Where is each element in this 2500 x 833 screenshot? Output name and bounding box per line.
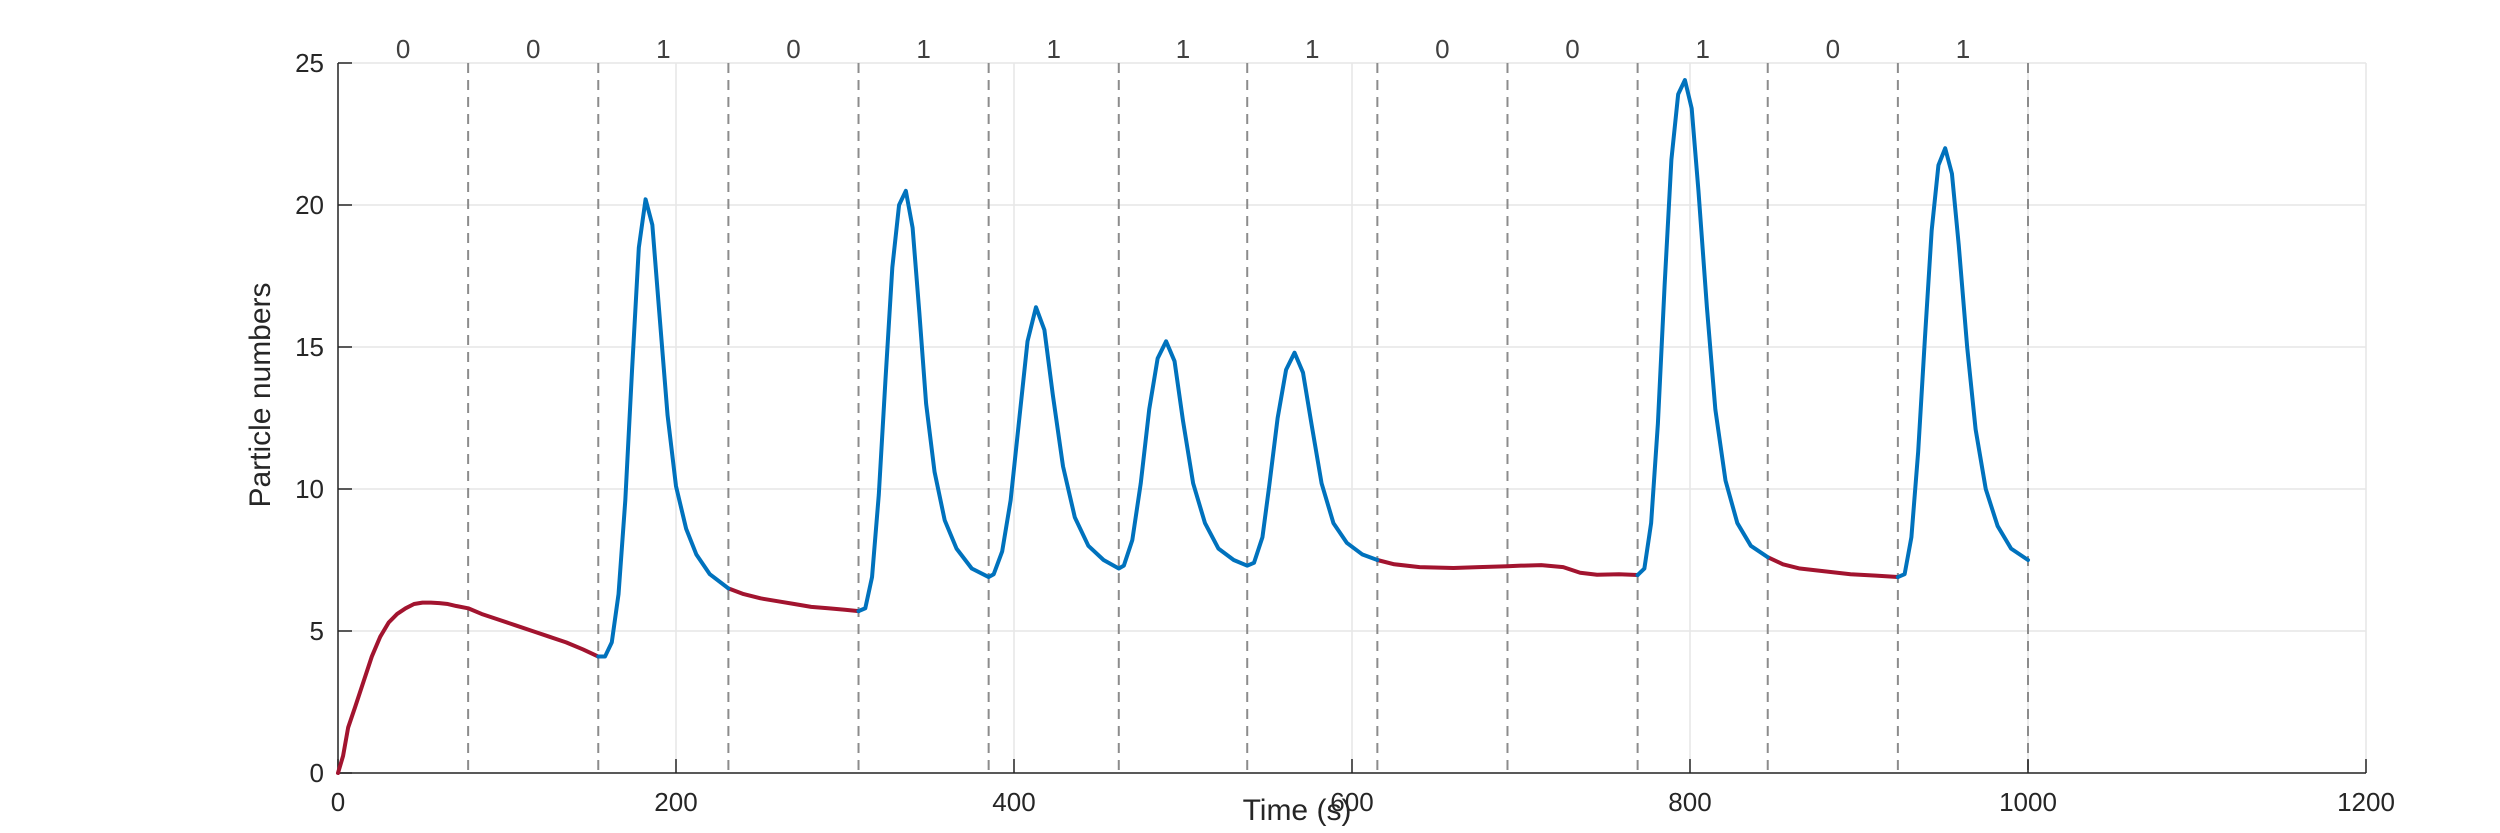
bit-label: 0 xyxy=(396,34,410,64)
y-tick-label: 10 xyxy=(295,474,324,504)
bit-label: 0 xyxy=(526,34,540,64)
x-tick-label: 1000 xyxy=(1999,787,2057,817)
y-tick-label: 20 xyxy=(295,190,324,220)
tick-labels: 0 200 400 600 800 1000 1200 0 5 10 15 20 25 xyxy=(295,48,2395,817)
bit-label: 1 xyxy=(1046,34,1060,64)
bit-label: 0 xyxy=(1826,34,1840,64)
x-tick-label: 1200 xyxy=(2337,787,2395,817)
x-axis-title: Time (s) xyxy=(1243,794,1352,827)
x-tick-label: 800 xyxy=(1668,787,1711,817)
bit-label: 1 xyxy=(916,34,930,64)
bit0-curve-segment xyxy=(726,586,861,614)
x-tick-label: 400 xyxy=(992,787,1035,817)
bit0-curve-segment xyxy=(336,600,601,775)
y-tick-label: 25 xyxy=(295,48,324,78)
x-tick-label: 600 xyxy=(1330,787,1373,817)
bit1-curve-segment xyxy=(856,188,1380,614)
plot-lines xyxy=(336,78,2030,775)
bit-label: 1 xyxy=(1176,34,1190,64)
bit1-curve-segment xyxy=(596,197,731,659)
bit-label: 1 xyxy=(1695,34,1709,64)
y-axis-title: Particle numbers xyxy=(244,282,277,507)
bit1-curve-segment xyxy=(1895,146,2030,580)
bit-label: 0 xyxy=(1565,34,1579,64)
y-tick-label: 0 xyxy=(310,758,324,788)
bit-label: 1 xyxy=(1305,34,1319,64)
bit-label: 1 xyxy=(656,34,670,64)
y-tick-label: 15 xyxy=(295,332,324,362)
bit0-curve-segment xyxy=(1375,558,1640,578)
x-tick-label: 0 xyxy=(331,787,345,817)
bit-label: 1 xyxy=(1956,34,1970,64)
bit-labels: 0 0 1 0 1 1 1 1 0 0 1 0 1 xyxy=(396,34,1970,64)
bit1-curve-segment xyxy=(1635,78,1770,578)
axes xyxy=(337,62,2367,774)
y-tick-label: 5 xyxy=(310,616,324,646)
bit-label: 0 xyxy=(786,34,800,64)
bit-label: 0 xyxy=(1435,34,1449,64)
bit0-curve-segment xyxy=(1765,555,1900,580)
x-tick-label: 200 xyxy=(654,787,697,817)
